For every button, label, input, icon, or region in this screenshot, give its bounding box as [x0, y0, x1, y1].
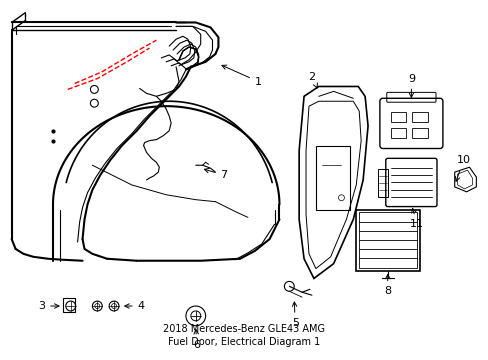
Text: 8: 8: [384, 274, 390, 296]
Text: 6: 6: [193, 329, 200, 350]
Text: 11: 11: [409, 208, 424, 229]
Text: 1: 1: [222, 65, 261, 86]
Text: 3: 3: [38, 301, 59, 311]
Bar: [411, 128, 427, 138]
Text: 9: 9: [407, 73, 414, 97]
Bar: [315, 145, 349, 210]
Bar: [377, 169, 387, 197]
Text: 7: 7: [204, 168, 227, 180]
Bar: [411, 112, 427, 122]
Bar: [359, 212, 416, 267]
Text: 4: 4: [124, 301, 144, 311]
Text: 5: 5: [291, 302, 298, 328]
Bar: [390, 112, 406, 122]
Text: 10: 10: [454, 155, 470, 181]
Bar: [356, 210, 419, 271]
Bar: [390, 128, 406, 138]
Text: 2018 Mercedes-Benz GLE43 AMG
Fuel Door, Electrical Diagram 1: 2018 Mercedes-Benz GLE43 AMG Fuel Door, …: [163, 324, 325, 347]
Text: 2: 2: [308, 72, 317, 88]
